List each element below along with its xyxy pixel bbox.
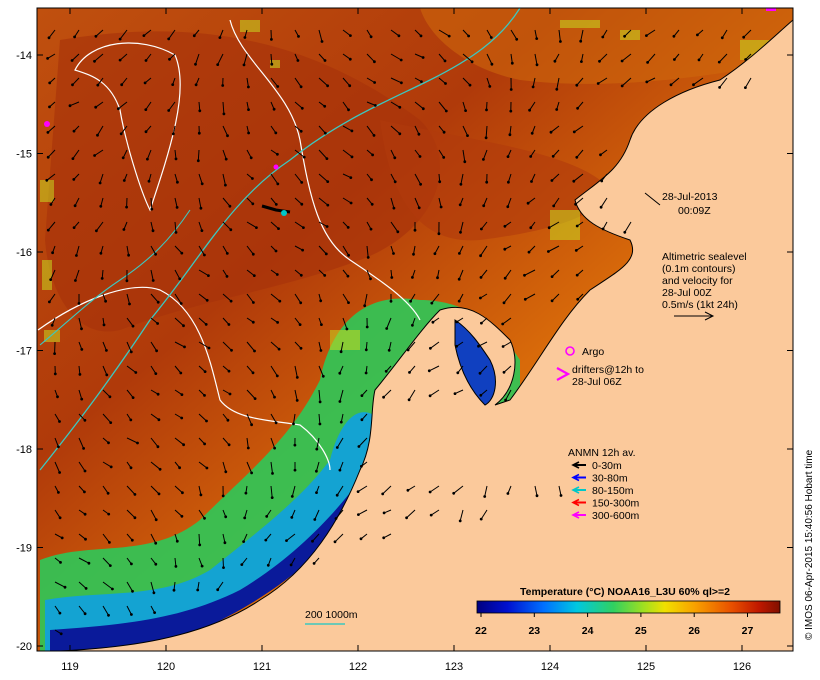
lon-tick-label: 124 bbox=[541, 661, 559, 673]
lon-tick-label: 120 bbox=[157, 661, 175, 673]
lat-tick-label: -15 bbox=[16, 149, 32, 161]
credit-label: © IMOS 06-Apr-2015 15:40:56 Hobart time bbox=[804, 449, 815, 640]
drifter-marker bbox=[281, 210, 287, 216]
svg-text:drifters@12h to: drifters@12h to bbox=[572, 364, 644, 376]
lon-tick-label: 125 bbox=[637, 661, 655, 673]
patchy-cloud-speckle bbox=[40, 20, 770, 350]
anmn-legend-item: 80-150m bbox=[571, 485, 634, 497]
anmn-legend-item: 150-300m bbox=[571, 498, 640, 510]
anmn-legend-item: 0-30m bbox=[571, 460, 622, 472]
velocity-arrow-field bbox=[45, 29, 752, 636]
svg-text:0-30m: 0-30m bbox=[592, 460, 622, 472]
colorbar-tick-label: 26 bbox=[688, 625, 700, 637]
lon-tick-label: 126 bbox=[733, 661, 751, 673]
svg-text:Argo: Argo bbox=[582, 346, 604, 358]
svg-text:ANMN 12h av.: ANMN 12h av. bbox=[568, 447, 636, 459]
plot-frame bbox=[36, 7, 794, 652]
lon-tick-label: 123 bbox=[445, 661, 463, 673]
drifter-marker-ne bbox=[766, 8, 776, 11]
colorbar-tick-label: 27 bbox=[742, 625, 754, 637]
svg-text:(0.1m contours): (0.1m contours) bbox=[662, 263, 736, 275]
warm-core bbox=[45, 31, 440, 332]
isobath-contour bbox=[39, 8, 521, 471]
lat-tick-label: -14 bbox=[16, 50, 32, 62]
anmn-legend: ANMN 12h av. 0-30m30-80m80-150m150-300m3… bbox=[568, 447, 640, 522]
svg-text:28-Jul 06Z: 28-Jul 06Z bbox=[572, 376, 622, 388]
lon-tick-label: 122 bbox=[349, 661, 367, 673]
svg-text:150-300m: 150-300m bbox=[592, 498, 640, 510]
anmn-legend-item: 30-80m bbox=[571, 473, 628, 485]
drifters-legend: drifters@12h to 28-Jul 06Z bbox=[556, 364, 644, 388]
cold-coastal bbox=[50, 470, 385, 651]
lon-tick-label: 119 bbox=[61, 661, 79, 673]
land-mass bbox=[59, 19, 793, 651]
svg-text:0.5m/s (1kt 24h): 0.5m/s (1kt 24h) bbox=[662, 299, 738, 311]
isobath-legend: 200 1000m bbox=[305, 609, 358, 625]
lat-tick-label: -16 bbox=[16, 247, 32, 259]
lat-tick-label: -19 bbox=[16, 543, 32, 555]
time-label: 00:09Z bbox=[678, 205, 711, 217]
colorbar: Temperature (°C) NOAA16_L3U 60% ql>=2 22… bbox=[475, 586, 781, 637]
svg-text:Altimetric sealevel: Altimetric sealevel bbox=[662, 251, 747, 263]
colorbar-tick-label: 25 bbox=[635, 625, 647, 637]
svg-text:80-150m: 80-150m bbox=[592, 485, 634, 497]
svg-text:30-80m: 30-80m bbox=[592, 473, 628, 485]
latitude-axis: -14 -15 -16 -17 -18 -19 -20 bbox=[16, 50, 793, 653]
argo-legend: Argo bbox=[565, 346, 604, 358]
date-label: 28-Jul-2013 bbox=[662, 191, 718, 203]
colorbar-tick-label: 22 bbox=[475, 625, 487, 637]
svg-text:300-600m: 300-600m bbox=[592, 510, 640, 522]
svg-text:and velocity for: and velocity for bbox=[662, 275, 733, 287]
argo-float-marker bbox=[273, 164, 279, 170]
bay-water bbox=[454, 319, 496, 406]
lat-tick-label: -18 bbox=[16, 444, 32, 456]
sealevel-contours bbox=[37, 19, 421, 471]
isobath-contour-2 bbox=[39, 209, 191, 346]
altimetry-note: Altimetric sealevel (0.1m contours) and … bbox=[662, 251, 747, 321]
longitude-axis: 119 120 121 122 123 124 125 126 bbox=[61, 8, 751, 673]
lat-tick-label: -17 bbox=[16, 346, 32, 358]
svg-text:28-Jul 00Z: 28-Jul 00Z bbox=[662, 287, 712, 299]
colorbar-title: Temperature (°C) NOAA16_L3U 60% ql>=2 bbox=[520, 586, 730, 598]
lat-tick-label: -20 bbox=[16, 641, 32, 653]
svg-text:200 1000m: 200 1000m bbox=[305, 609, 358, 621]
colorbar-tick-label: 23 bbox=[528, 625, 540, 637]
date-pointer bbox=[644, 192, 661, 206]
anmn-legend-item: 300-600m bbox=[571, 510, 640, 522]
lon-tick-label: 121 bbox=[253, 661, 271, 673]
warm-core-2 bbox=[380, 120, 604, 241]
argo-float-marker bbox=[44, 121, 50, 127]
colorbar-tick-label: 24 bbox=[582, 625, 594, 637]
warm-north bbox=[420, 8, 793, 84]
